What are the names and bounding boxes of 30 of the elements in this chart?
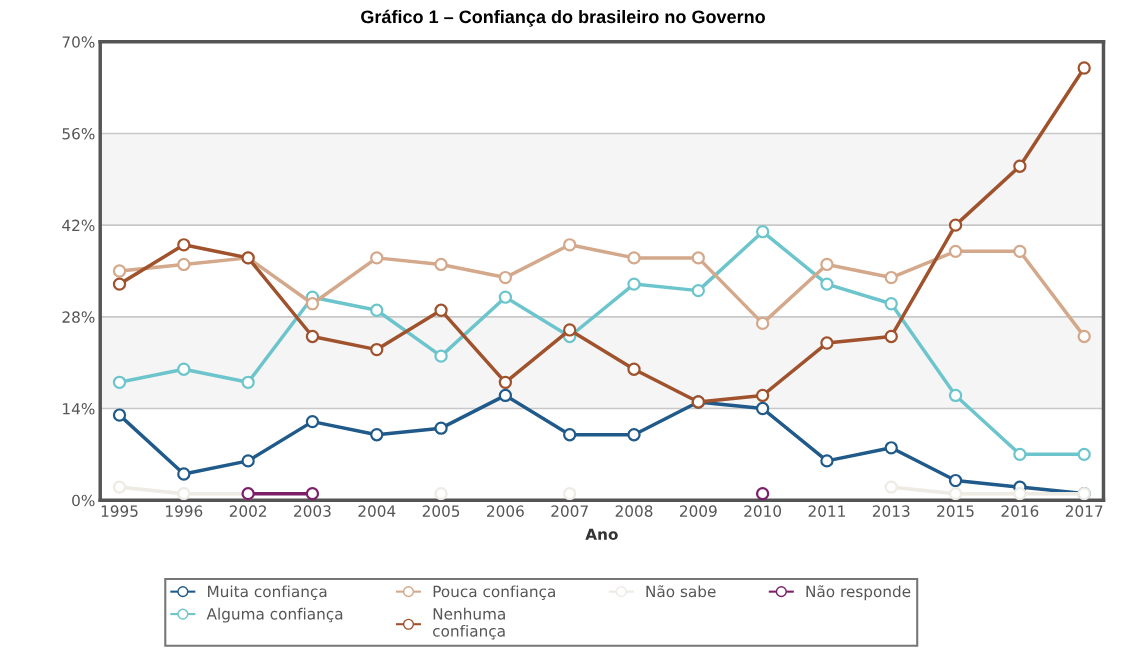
x-tick-label: 1995 [101, 505, 138, 517]
x-tick-label: 2013 [872, 505, 910, 517]
x-tick-label: 2017 [1065, 505, 1103, 517]
x-tick-label: 2002 [229, 505, 267, 517]
y-tick-label: 56% [62, 127, 95, 140]
x-tick-label: 1996 [166, 505, 203, 517]
legend-label: Não responde [806, 585, 911, 601]
x-axis-title: Ano [585, 528, 618, 540]
y-tick-label: 0% [72, 494, 95, 507]
y-tick-label: 28% [62, 311, 95, 323]
x-tick-label: 2007 [551, 505, 588, 517]
x-tick-label: 2006 [487, 505, 524, 517]
y-tick-label: 70% [62, 36, 95, 48]
legend-label: Alguma confiança [206, 607, 343, 623]
x-tick-label: 2008 [615, 505, 653, 517]
legend-label: Pouca confiança [433, 585, 555, 600]
x-tick-label: 2003 [294, 505, 331, 517]
chart-title: Gráfico 1 – Confiança do brasileiro no Governo [361, 9, 765, 27]
legend-label: Nenhuma confiança [433, 607, 505, 640]
x-tick-label: 2011 [808, 505, 845, 517]
x-tick-label: 2016 [1001, 505, 1039, 517]
x-tick-label: 2005 [422, 505, 460, 517]
legend-label: Não sabe [646, 585, 716, 598]
y-tick-label: 14% [63, 402, 95, 415]
y-tick-label: 42% [62, 219, 95, 232]
x-tick-label: 2004 [358, 505, 396, 517]
x-tick-label: 2010 [744, 505, 782, 517]
legend-label: Muita confiança [208, 585, 327, 600]
x-tick-label: 2009 [679, 505, 717, 517]
x-tick-label: 2015 [937, 505, 974, 517]
